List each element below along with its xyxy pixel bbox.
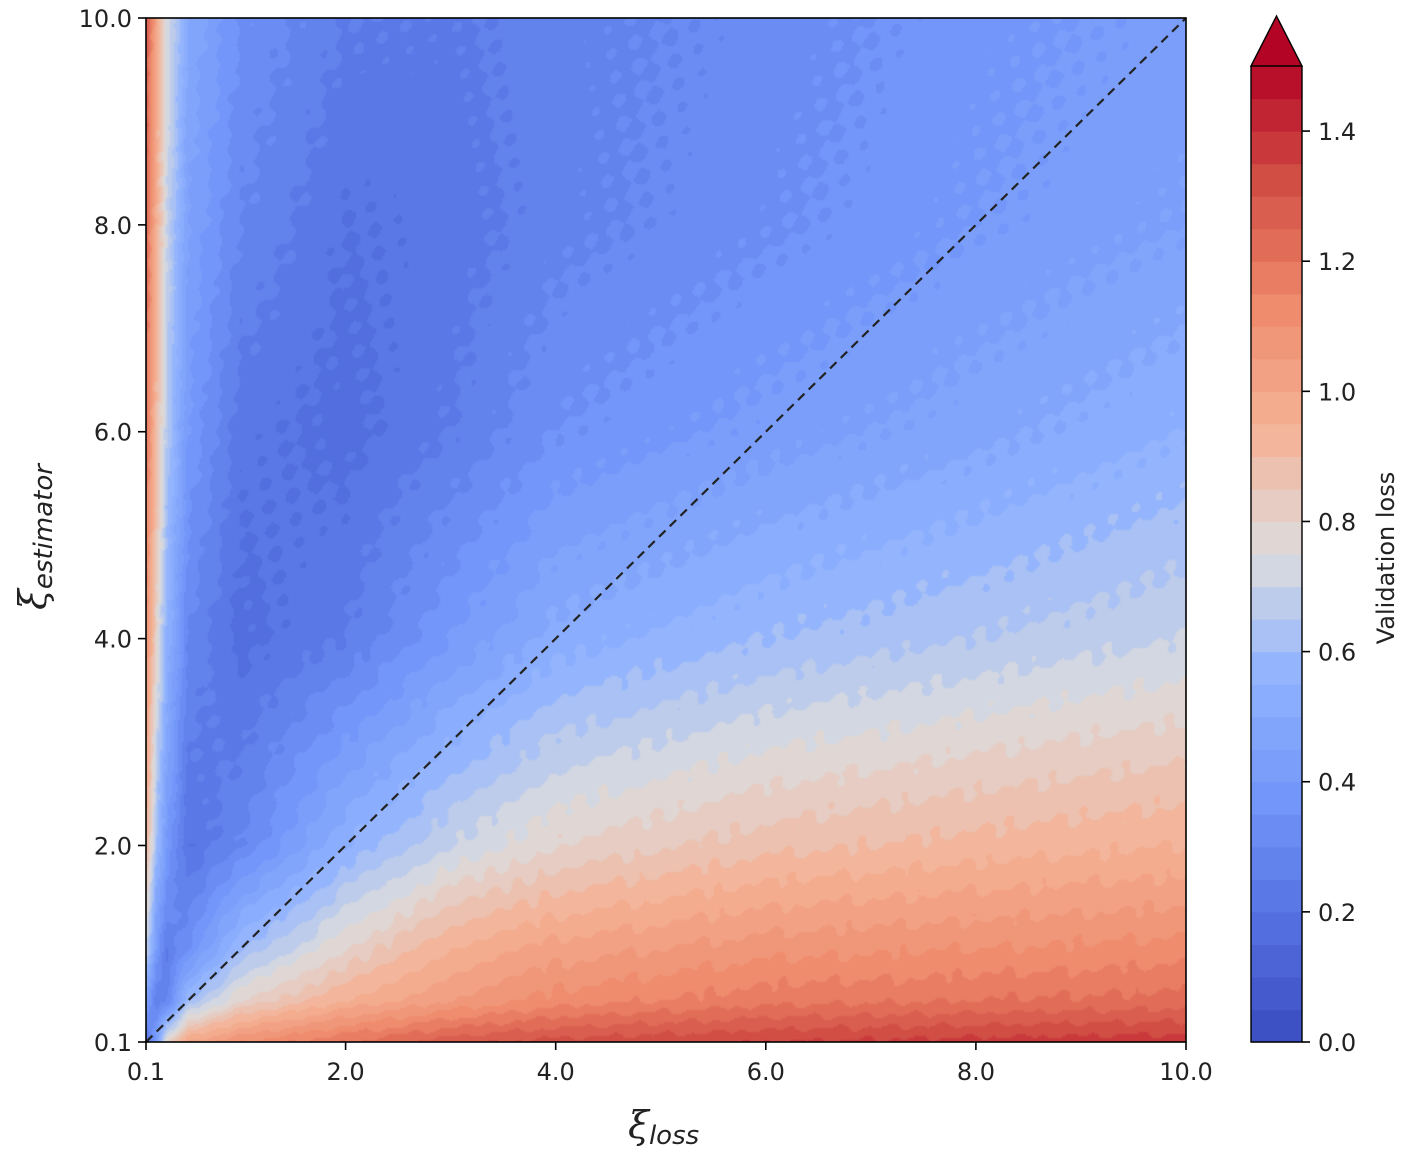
colorbar-tick-label: 0.2 [1318, 899, 1356, 927]
colorbar-band [1251, 228, 1302, 262]
y-axis-ticks: 0.1 2.0 4.0 6.0 8.0 10.0 [79, 5, 146, 1057]
colorbar-band [1251, 976, 1302, 1011]
colorbar-band [1251, 749, 1302, 783]
colorbar-band [1251, 423, 1302, 457]
colorbar-tick-label: 0.8 [1318, 508, 1356, 536]
x-axis-ticks: 0.1 2.0 4.0 6.0 8.0 10.0 [127, 1042, 1213, 1086]
colorbar-band [1251, 1009, 1302, 1043]
y-tick-label: 6.0 [94, 419, 132, 447]
colorbar-tick-label: 0.6 [1318, 639, 1356, 667]
x-tick-label: 6.0 [747, 1058, 785, 1086]
y-tick-label: 0.1 [94, 1029, 132, 1057]
colorbar-tick-label: 1.2 [1318, 248, 1356, 276]
colorbar-frame [1250, 66, 1303, 1043]
colorbar-band [1251, 293, 1302, 327]
colorbar-band [1251, 196, 1302, 230]
colorbar-band [1251, 684, 1302, 718]
x-axis-label: ξloss [628, 1103, 699, 1151]
y-axis-label: ξestimator [11, 462, 59, 610]
colorbar-band [1251, 521, 1302, 555]
colorbar-ticks: 0.0 0.2 0.4 0.6 0.8 1.0 1.2 1.4 [1302, 118, 1356, 1057]
y-tick-label: 8.0 [94, 212, 132, 240]
colorbar-band [1251, 456, 1302, 490]
colorbar-extend-arrow [1249, 14, 1304, 67]
colorbar-band [1251, 814, 1302, 848]
x-tick-label: 4.0 [537, 1058, 575, 1086]
colorbar-band [1251, 66, 1302, 100]
colorbar-tick-label: 1.4 [1318, 118, 1356, 146]
x-tick-label: 0.1 [127, 1058, 165, 1086]
plot-frame [145, 17, 1187, 1043]
colorbar-band [1251, 98, 1302, 132]
colorbar-band [1251, 391, 1302, 425]
colorbar-band [1251, 619, 1302, 653]
colorbar-band [1251, 163, 1302, 197]
y-tick-label: 2.0 [94, 832, 132, 860]
diagonal-reference-line [145, 17, 1187, 1043]
colorbar [1249, 14, 1304, 1043]
colorbar-band [1251, 716, 1302, 750]
x-tick-label: 2.0 [327, 1058, 365, 1086]
colorbar-band [1251, 781, 1302, 815]
colorbar-band [1251, 131, 1302, 165]
x-tick-label: 10.0 [1159, 1058, 1212, 1086]
colorbar-band [1251, 261, 1302, 295]
colorbar-band [1251, 911, 1302, 945]
colorbar-band [1251, 488, 1302, 523]
colorbar-band [1251, 358, 1302, 392]
colorbar-tick-label: 0.0 [1318, 1029, 1356, 1057]
x-tick-label: 8.0 [957, 1058, 995, 1086]
colorbar-label: Validation loss [1372, 472, 1400, 645]
colorbar-band [1251, 554, 1302, 588]
y-tick-label: 4.0 [94, 626, 132, 654]
colorbar-band [1251, 651, 1302, 685]
colorbar-band [1251, 586, 1302, 620]
colorbar-band [1251, 846, 1302, 880]
y-tick-label: 10.0 [79, 5, 132, 33]
colorbar-band [1251, 879, 1302, 913]
colorbar-tick-label: 1.0 [1318, 378, 1356, 406]
colorbar-band [1251, 326, 1302, 360]
colorbar-tick-label: 0.4 [1318, 769, 1356, 797]
colorbar-band [1251, 944, 1302, 978]
